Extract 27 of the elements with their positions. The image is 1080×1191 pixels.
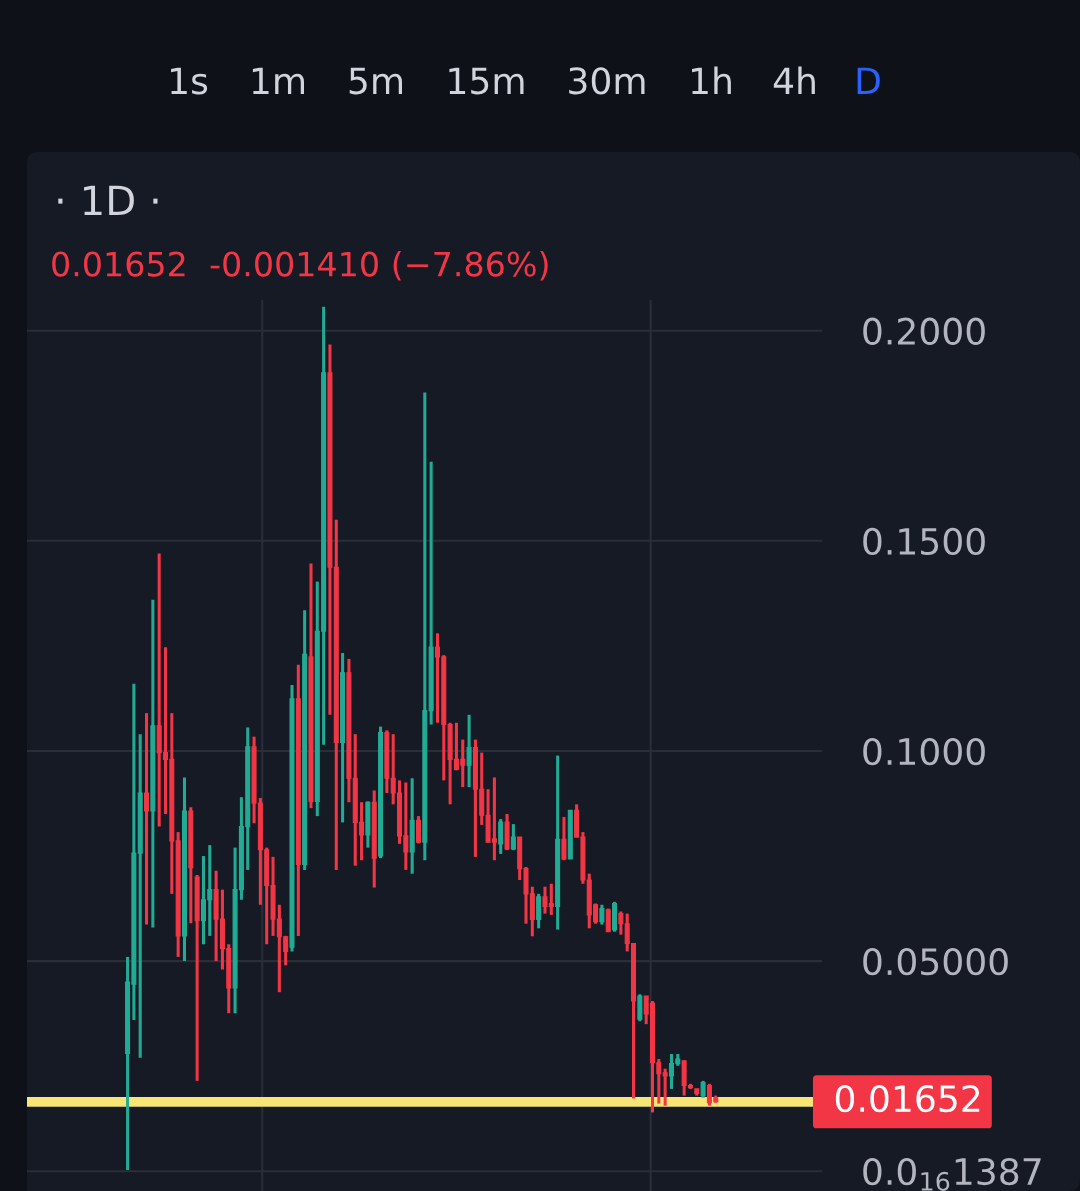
text: D bbox=[857, 67, 880, 94]
y-tick-label: 0.1000 bbox=[863, 737, 985, 766]
candlestick bbox=[415, 816, 422, 844]
text: 30m bbox=[569, 67, 645, 95]
text: 1m bbox=[252, 67, 305, 94]
y-tick-label: 0.1500 bbox=[863, 527, 985, 556]
candlestick bbox=[637, 994, 643, 1023]
candlestick bbox=[498, 819, 504, 854]
candlestick bbox=[561, 815, 567, 861]
text: 5m bbox=[349, 67, 403, 95]
candlestick bbox=[510, 824, 516, 852]
text: 15m bbox=[449, 67, 524, 95]
y-tick-label: 0.05000 bbox=[863, 948, 1008, 976]
candlestick bbox=[599, 903, 605, 925]
ref-line-label: 0.01652 bbox=[835, 1084, 980, 1113]
candlestick bbox=[144, 713, 150, 925]
candlestick bbox=[662, 1068, 668, 1106]
y-tick-label: 0.0$_{16}$1387 bbox=[863, 1157, 1041, 1191]
y-tick-label: 0.2000 bbox=[863, 317, 985, 345]
candlestick bbox=[536, 892, 542, 929]
text: 1h bbox=[692, 66, 731, 94]
candlestick bbox=[618, 911, 624, 935]
chart-subtitle: 0.01652 -0.001410 (−7.86%) bbox=[52, 250, 548, 281]
text: 4h bbox=[773, 66, 815, 94]
candlestick bbox=[466, 713, 472, 789]
text: 1s bbox=[171, 67, 208, 95]
chart-title: · 1D · bbox=[58, 185, 158, 216]
